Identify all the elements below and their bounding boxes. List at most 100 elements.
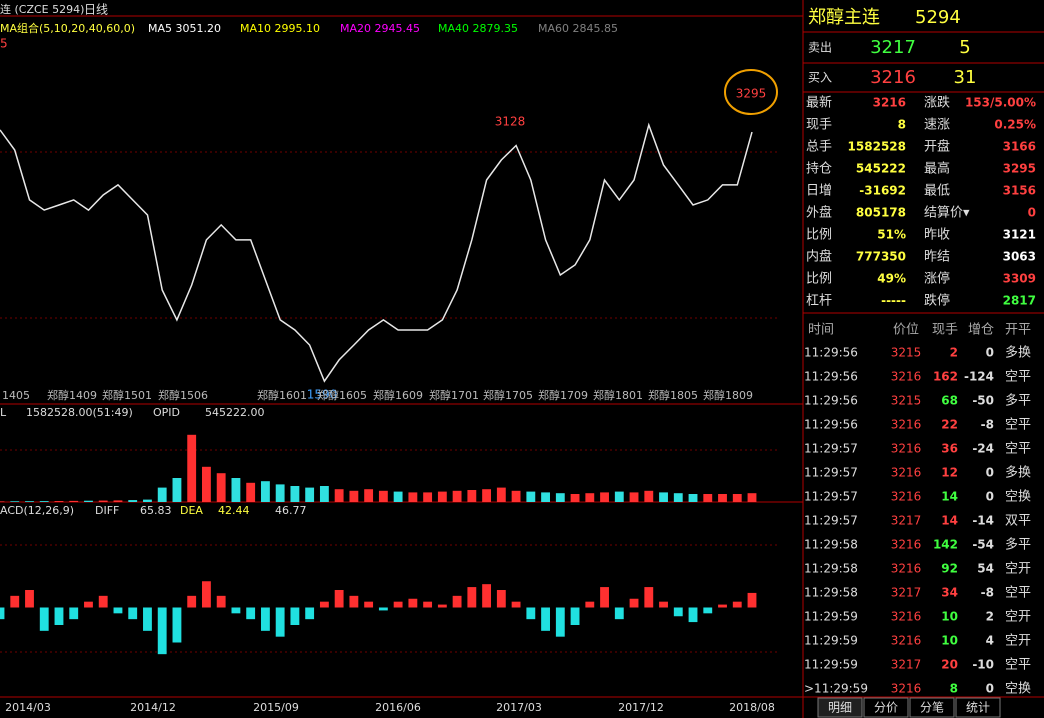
trade-qty: 8 (950, 682, 958, 696)
trade-qty: 20 (941, 658, 958, 672)
trade-time: 11:29:57 (804, 466, 858, 480)
stat-label: 持仓 (806, 162, 832, 177)
trade-oi: -14 (972, 514, 994, 528)
volume-bar (231, 478, 241, 502)
trade-type: 空平 (1005, 586, 1031, 601)
trade-type: 多换 (1005, 345, 1031, 361)
stat-label: 涨停 (924, 271, 950, 287)
stat-value: 8 (898, 118, 906, 132)
macd-bar (511, 601, 521, 608)
date-label: 2018/08 (729, 701, 775, 714)
volume-bar (496, 487, 506, 502)
trade-type: 空换 (1005, 490, 1031, 505)
stat-value: 0.25% (994, 118, 1036, 132)
tab-label[interactable]: 分价 (874, 701, 898, 715)
buy-label: 买入 (808, 71, 832, 85)
stat-value: 3156 (1003, 184, 1036, 198)
volume-bar (157, 487, 167, 502)
stat-label: 最低 (924, 184, 950, 199)
macd-bar (659, 601, 668, 608)
trade-qty: 68 (941, 394, 958, 408)
trade-type: 空平 (1005, 658, 1031, 673)
macd-bar (39, 607, 49, 631)
ma-value: MA10 2995.10 (240, 22, 320, 35)
contract-label: 郑醇1609 (373, 388, 423, 402)
macd-bar (349, 595, 359, 608)
trade-type: 空平 (1005, 418, 1031, 433)
macd-bar (423, 601, 433, 608)
macd-bar (98, 595, 108, 608)
trade-oi: 2 (986, 610, 994, 624)
volume-bar (25, 501, 34, 502)
macd-bar (614, 607, 624, 620)
tab-label[interactable]: 统计 (966, 701, 990, 715)
stat-value: ----- (881, 294, 906, 308)
tab[interactable] (863, 697, 909, 718)
macd-header: DIFF (95, 504, 119, 517)
trades-header: 开平 (1005, 323, 1031, 338)
trade-qty: 92 (941, 562, 958, 576)
volume-bar (290, 486, 300, 502)
trade-type: 空平 (1005, 442, 1031, 457)
trade-oi: -50 (972, 394, 994, 408)
volume-bar (349, 490, 359, 502)
tab[interactable] (955, 697, 1001, 718)
volume-bar (113, 500, 123, 502)
macd-bar (585, 601, 595, 608)
macd-bar (467, 587, 477, 608)
stat-label: 比例 (806, 228, 832, 243)
volume-bar (732, 494, 742, 502)
macd-bar (437, 604, 447, 608)
macd-bar (157, 607, 167, 655)
trade-oi: -8 (981, 586, 994, 600)
macd-bar (128, 607, 138, 620)
volume-bar (482, 489, 492, 502)
trade-price: 3217 (891, 514, 922, 528)
trade-qty: 22 (941, 418, 958, 432)
macd-bar (393, 601, 403, 608)
macd-bar (290, 607, 300, 625)
grid (0, 151, 780, 653)
tab[interactable] (909, 697, 955, 718)
ma-value: MA5 3051.20 (148, 22, 221, 35)
volume-bar (526, 491, 536, 502)
symbol: 连 (CZCE 5294) (0, 3, 84, 16)
macd-bar (496, 590, 506, 608)
date-label: 2017/12 (618, 701, 664, 714)
volume-bar (187, 434, 197, 502)
volume-bar (437, 491, 447, 502)
period[interactable]: 日线 (84, 3, 108, 17)
sell-price: 3217 (870, 37, 916, 58)
trade-type: 空开 (1005, 634, 1031, 649)
trade-price: 3216 (891, 682, 922, 696)
volume-bar (614, 491, 624, 502)
tab-label[interactable]: 分笔 (920, 700, 944, 715)
trades-header: 价位 (893, 323, 919, 338)
ma-value: MA20 2945.45 (340, 22, 420, 35)
macd-bar (319, 601, 329, 608)
tab[interactable] (817, 697, 863, 718)
volume-bar (246, 482, 256, 502)
macd-bar (54, 607, 64, 625)
trade-qty: 10 (941, 634, 958, 648)
trade-type: 空开 (1005, 610, 1031, 625)
trade-type: 多换 (1005, 465, 1031, 481)
trade-oi: -54 (972, 538, 994, 552)
macd-header: 46.77 (275, 504, 307, 517)
macd-bar (0, 607, 5, 620)
macd-bar (202, 581, 211, 608)
trade-time: 11:29:56 (804, 394, 858, 408)
trade-oi: 4 (986, 634, 994, 648)
stat-value: 153/5.00% (965, 96, 1036, 110)
stat-value: 3166 (1003, 140, 1036, 154)
trade-qty: 12 (941, 466, 958, 480)
tab-label[interactable]: 明细 (828, 701, 852, 715)
stat-label: 跌停 (924, 293, 950, 309)
stat-value: 805178 (856, 206, 906, 220)
volume-header: 1582528.00(51:49) (26, 406, 133, 419)
trade-qty: 2 (950, 346, 958, 360)
date-label: 2014/03 (5, 701, 51, 714)
date-label: 2017/03 (496, 701, 542, 714)
sell-qty: 5 (959, 37, 970, 58)
